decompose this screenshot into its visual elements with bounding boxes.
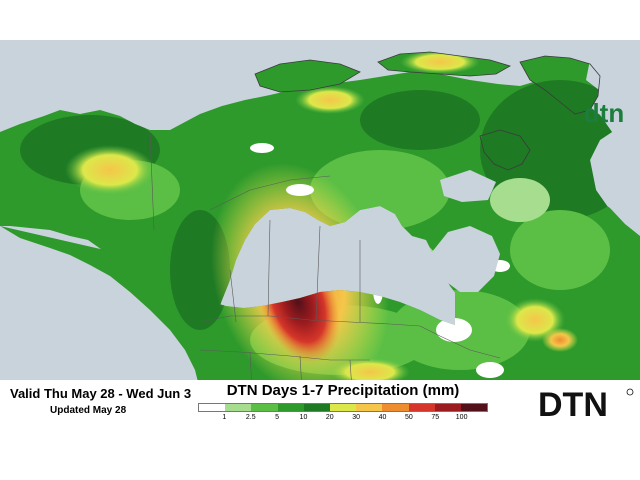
dtn-wordmark-text: DTN	[538, 386, 608, 422]
legend-swatch	[251, 404, 278, 411]
precipitation-map-canvas	[0, 40, 640, 390]
legend-tick-label: 50	[405, 414, 413, 421]
legend-tick-label: 1	[222, 414, 227, 421]
dtn-logo-letters: dtn	[584, 98, 624, 128]
updated-label: Updated May 28	[50, 405, 127, 416]
legend-swatch	[225, 404, 252, 411]
legend-swatch	[277, 404, 304, 411]
valid-dates-label: Valid Thu May 28 - Wed Jun 3	[10, 386, 192, 401]
legend-tick-labels: 1 2.5 5 10 20 30 40 50 75 100	[198, 414, 488, 424]
legend-tick-label: 100	[455, 414, 468, 421]
legend-tick-label: 75	[431, 414, 440, 421]
political-borders	[149, 131, 501, 390]
legend-color-bar	[198, 403, 488, 412]
coastlines	[254, 51, 601, 171]
legend-tick-label: 40	[378, 414, 387, 421]
legend-swatch	[303, 404, 330, 411]
legend-swatch	[434, 404, 461, 411]
baffin-bay	[586, 40, 640, 140]
precipitation-map: dtn	[0, 40, 640, 390]
registered-mark-icon	[626, 388, 634, 396]
legend-swatch	[460, 404, 488, 411]
foxe-basin	[440, 170, 496, 202]
legend-swatch	[408, 404, 435, 411]
legend-tick-label: 30	[352, 414, 361, 421]
legend-tick-label: 2.5	[245, 414, 256, 421]
hudson-bay	[432, 226, 500, 292]
dtn-wordmark-logo: DTN	[538, 386, 634, 422]
legend-swatch	[329, 404, 357, 411]
legend-tick-label: 5	[275, 414, 280, 421]
legend-title: DTN Days 1-7 Precipitation (mm)	[226, 382, 460, 399]
dtn-logo-icon: dtn	[584, 98, 624, 128]
legend-tick-label: 10	[299, 414, 308, 421]
legend-swatch	[356, 404, 383, 411]
legend-tick-label: 20	[325, 414, 334, 421]
legend-swatch	[382, 404, 409, 411]
legend-swatch	[199, 404, 226, 411]
